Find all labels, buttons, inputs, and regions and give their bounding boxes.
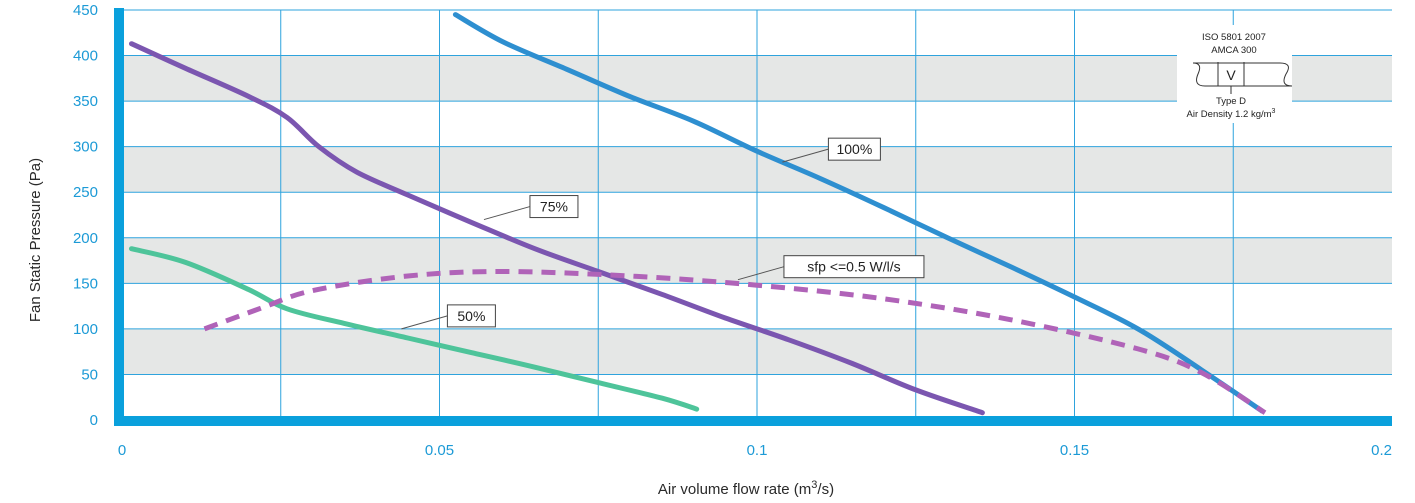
- x-tick-label: 0.15: [1060, 442, 1089, 459]
- standard-iso-label: ISO 5801 2007: [1202, 32, 1266, 43]
- x-tick-label: 0.1: [747, 442, 768, 459]
- callout-box-100: [827, 137, 881, 161]
- y-tick-label: 200: [73, 230, 98, 247]
- series-callouts: 100% 75% 50% sfp <=0.5 W/l/s: [401, 137, 925, 330]
- x-axis-line: [114, 416, 1392, 426]
- y-tick-label: 100: [73, 321, 98, 338]
- y-tick-label: 250: [73, 184, 98, 201]
- series-line-100: [452, 12, 1265, 414]
- y-tick-labels: 0 50 100 150 200 250 300 350 400 450: [73, 2, 98, 429]
- x-axis-title-end: /s): [817, 481, 834, 498]
- callout-leader-100: [782, 148, 829, 163]
- standard-density-label: Air Density 1.2 kg/m3: [1187, 108, 1276, 120]
- y-tick-label: 0: [90, 412, 98, 429]
- callout-label-sfp-0-5-w-l-s: sfp <=0.5 W/l/s: [807, 259, 900, 275]
- axes: [114, 8, 1392, 426]
- x-axis-title: Air volume flow rate (m3/s): [658, 479, 834, 498]
- series-line-50: [129, 246, 700, 412]
- x-axis-title-sup: 3: [811, 479, 817, 491]
- y-axis-title: Fan Static Pressure (Pa): [27, 158, 44, 322]
- callout-leader-sfp-0-5-w-l-s: [737, 266, 785, 281]
- callout-label-50: 50%: [457, 308, 485, 324]
- y-tick-label: 450: [73, 2, 98, 19]
- standard-density-text: Air Density 1.2 kg/m: [1187, 109, 1272, 120]
- series-line-sfp-0-5-w-l-s: [203, 269, 1267, 415]
- y-axis-line: [114, 8, 124, 426]
- callout-leader-75: [483, 206, 531, 221]
- x-tick-label: 0.2: [1371, 442, 1392, 459]
- callout-label-100: 100%: [836, 141, 872, 157]
- callout-box-50: [446, 304, 496, 328]
- x-axis-title-text: Air volume flow rate (m: [658, 481, 811, 498]
- y-tick-label: 350: [73, 93, 98, 110]
- duct-symbol-letter: V: [1226, 67, 1236, 83]
- x-tick-labels: 0 0.05 0.1 0.15 0.2: [118, 442, 1392, 459]
- y-tick-label: 400: [73, 48, 98, 65]
- callout-box-sfp-0-5-w-l-s: [783, 255, 925, 279]
- standard-info-box: ISO 5801 2007 AMCA 300 V Type D Air Dens…: [1177, 25, 1293, 123]
- standard-type-label: Type D: [1216, 96, 1246, 107]
- x-tick-label: 0: [118, 442, 126, 459]
- y-tick-label: 50: [81, 366, 98, 383]
- callout-label-75: 75%: [540, 199, 568, 215]
- callout-leader-50: [401, 315, 448, 330]
- x-tick-label: 0.05: [425, 442, 454, 459]
- duct-symbol-icon: [1192, 62, 1293, 87]
- standard-density-sup: 3: [1272, 108, 1276, 115]
- data-series: [129, 12, 1267, 416]
- callout-box-75: [529, 195, 579, 219]
- y-tick-label: 300: [73, 139, 98, 156]
- y-tick-label: 150: [73, 275, 98, 292]
- standard-amca-label: AMCA 300: [1211, 45, 1256, 56]
- series-line-75: [129, 41, 985, 416]
- standard-info-box-bg: [1177, 25, 1292, 123]
